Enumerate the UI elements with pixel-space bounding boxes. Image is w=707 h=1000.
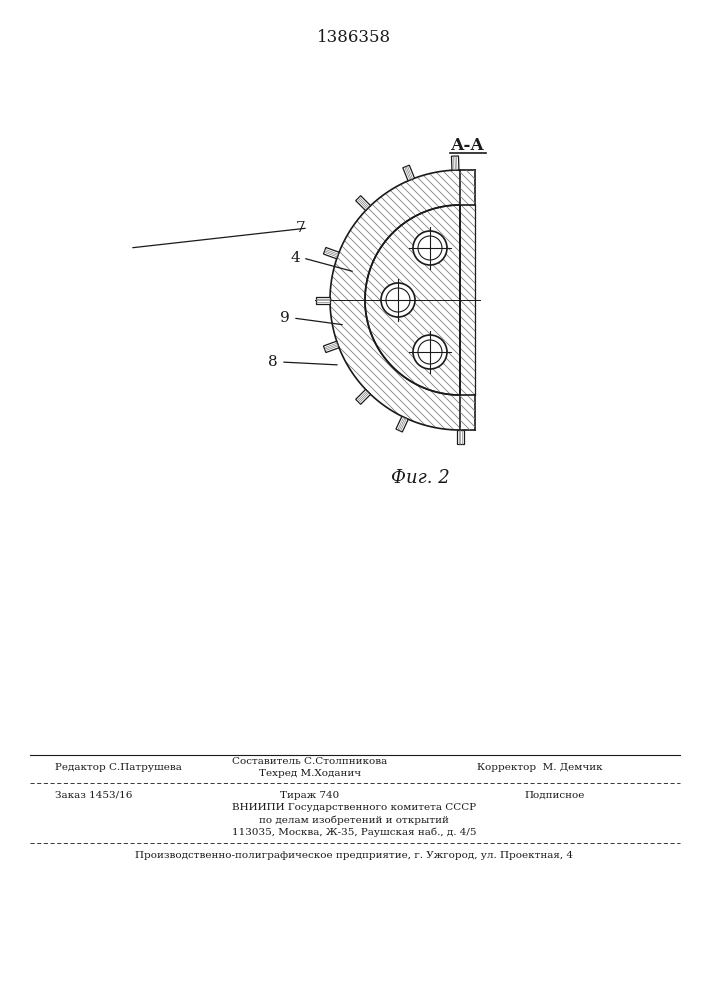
Text: 1386358: 1386358: [317, 29, 391, 46]
Text: Составитель С.Столпникова: Составитель С.Столпникова: [233, 758, 387, 766]
Text: 7: 7: [296, 221, 305, 235]
Circle shape: [386, 288, 410, 312]
Text: Корректор  М. Демчик: Корректор М. Демчик: [477, 762, 603, 772]
Text: 113035, Москва, Ж-35, Раушская наб., д. 4/5: 113035, Москва, Ж-35, Раушская наб., д. …: [232, 827, 477, 837]
Polygon shape: [403, 165, 414, 181]
Text: Техред М.Ходанич: Техред М.Ходанич: [259, 768, 361, 778]
Text: 8: 8: [269, 355, 278, 369]
Circle shape: [418, 236, 442, 260]
Polygon shape: [324, 247, 339, 259]
Polygon shape: [316, 296, 330, 304]
Polygon shape: [356, 196, 370, 211]
Polygon shape: [457, 430, 464, 444]
Circle shape: [413, 231, 447, 265]
Text: ВНИИПИ Государственного комитета СССР: ВНИИПИ Государственного комитета СССР: [232, 804, 476, 812]
Polygon shape: [365, 205, 460, 395]
Text: А-А: А-А: [450, 136, 484, 153]
Polygon shape: [396, 416, 408, 432]
Text: Подписное: Подписное: [525, 790, 585, 800]
Circle shape: [418, 340, 442, 364]
Text: Тираж 740: Тираж 740: [281, 790, 339, 800]
Text: Производственно-полиграфическое предприятие, г. Ужгород, ул. Проектная, 4: Производственно-полиграфическое предприя…: [135, 852, 573, 860]
Text: 9: 9: [280, 311, 290, 325]
Polygon shape: [452, 156, 459, 170]
Polygon shape: [356, 389, 370, 404]
Text: Редактор С.Патрушева: Редактор С.Патрушева: [55, 762, 182, 772]
Text: Заказ 1453/16: Заказ 1453/16: [55, 790, 132, 800]
Polygon shape: [324, 341, 339, 353]
Text: по делам изобретений и открытий: по делам изобретений и открытий: [259, 815, 449, 825]
Text: 4: 4: [291, 251, 300, 265]
Circle shape: [413, 335, 447, 369]
Circle shape: [381, 283, 415, 317]
Polygon shape: [330, 170, 460, 430]
Text: Фиг. 2: Фиг. 2: [391, 469, 450, 487]
